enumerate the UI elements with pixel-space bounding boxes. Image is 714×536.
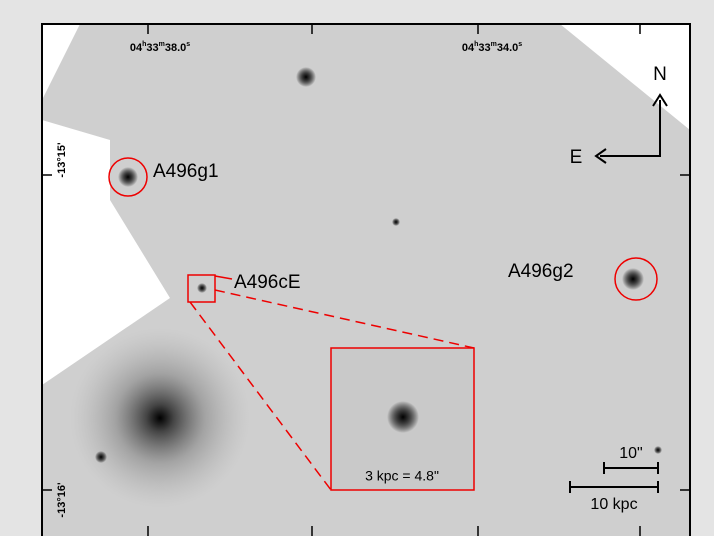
- star: [95, 451, 107, 463]
- galaxy: [622, 268, 644, 290]
- object-label: A496g2: [508, 261, 574, 282]
- galaxy: [118, 167, 138, 187]
- ra-unit: s: [518, 41, 522, 48]
- ra-part: 38.0: [165, 42, 186, 54]
- ra-unit: s: [186, 41, 190, 48]
- page: 04h33m38.0s 04h33m34.0s -13°15' -13°16' …: [0, 0, 714, 536]
- north-label: N: [653, 64, 667, 85]
- inset-galaxy: [387, 401, 419, 433]
- ra-part: 33: [146, 42, 158, 54]
- scale-label: 10": [619, 445, 642, 462]
- object-label: A496cE: [234, 272, 301, 293]
- ra-part: 34.0: [497, 42, 518, 54]
- star: [392, 218, 400, 226]
- ra-part: 33: [478, 42, 490, 54]
- star: [654, 446, 662, 454]
- east-label: E: [570, 147, 583, 168]
- inset-label: 3 kpc = 4.8": [365, 468, 439, 484]
- dec-label: -13°15': [56, 142, 68, 178]
- ra-part: 04: [130, 42, 143, 54]
- galaxy: [197, 283, 207, 293]
- star: [296, 67, 316, 87]
- object-label: A496g1: [153, 161, 219, 182]
- scale-label: 10 kpc: [590, 496, 637, 513]
- ra-part: 04: [462, 42, 475, 54]
- galaxy: [70, 328, 250, 508]
- dec-label: -13°16': [56, 482, 68, 518]
- figure: 04h33m38.0s 04h33m34.0s -13°15' -13°16' …: [0, 0, 714, 536]
